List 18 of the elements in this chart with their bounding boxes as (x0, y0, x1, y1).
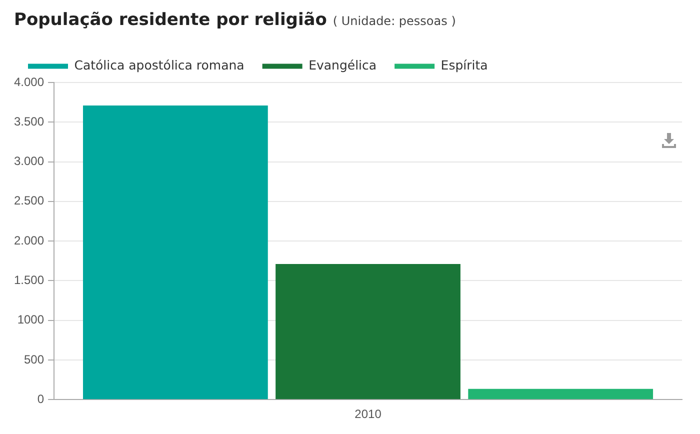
y-tick-label: 0 (37, 392, 44, 406)
y-tick-label: 2.500 (14, 194, 44, 208)
legend-label: Evangélica (308, 58, 377, 72)
chart-title: População residente por religião (14, 10, 327, 30)
x-tick-label: 2010 (354, 407, 382, 422)
bar (276, 264, 460, 400)
chart-subtitle: ( Unidade: pessoas ) (332, 14, 456, 28)
bar (468, 388, 654, 400)
y-tick-label: 3.500 (14, 114, 44, 128)
y-tick-label: 1.500 (14, 273, 44, 287)
legend-label: Católica apostólica romana (74, 58, 244, 72)
legend-label: Espírita (440, 58, 488, 72)
bar (83, 105, 268, 400)
y-tick-label: 3.000 (14, 154, 44, 168)
y-tick-label: 1000 (17, 312, 44, 327)
y-tick-label: 2.000 (14, 233, 44, 248)
y-tick-label: 4.000 (14, 74, 44, 89)
y-tick-label: 500 (24, 352, 44, 366)
